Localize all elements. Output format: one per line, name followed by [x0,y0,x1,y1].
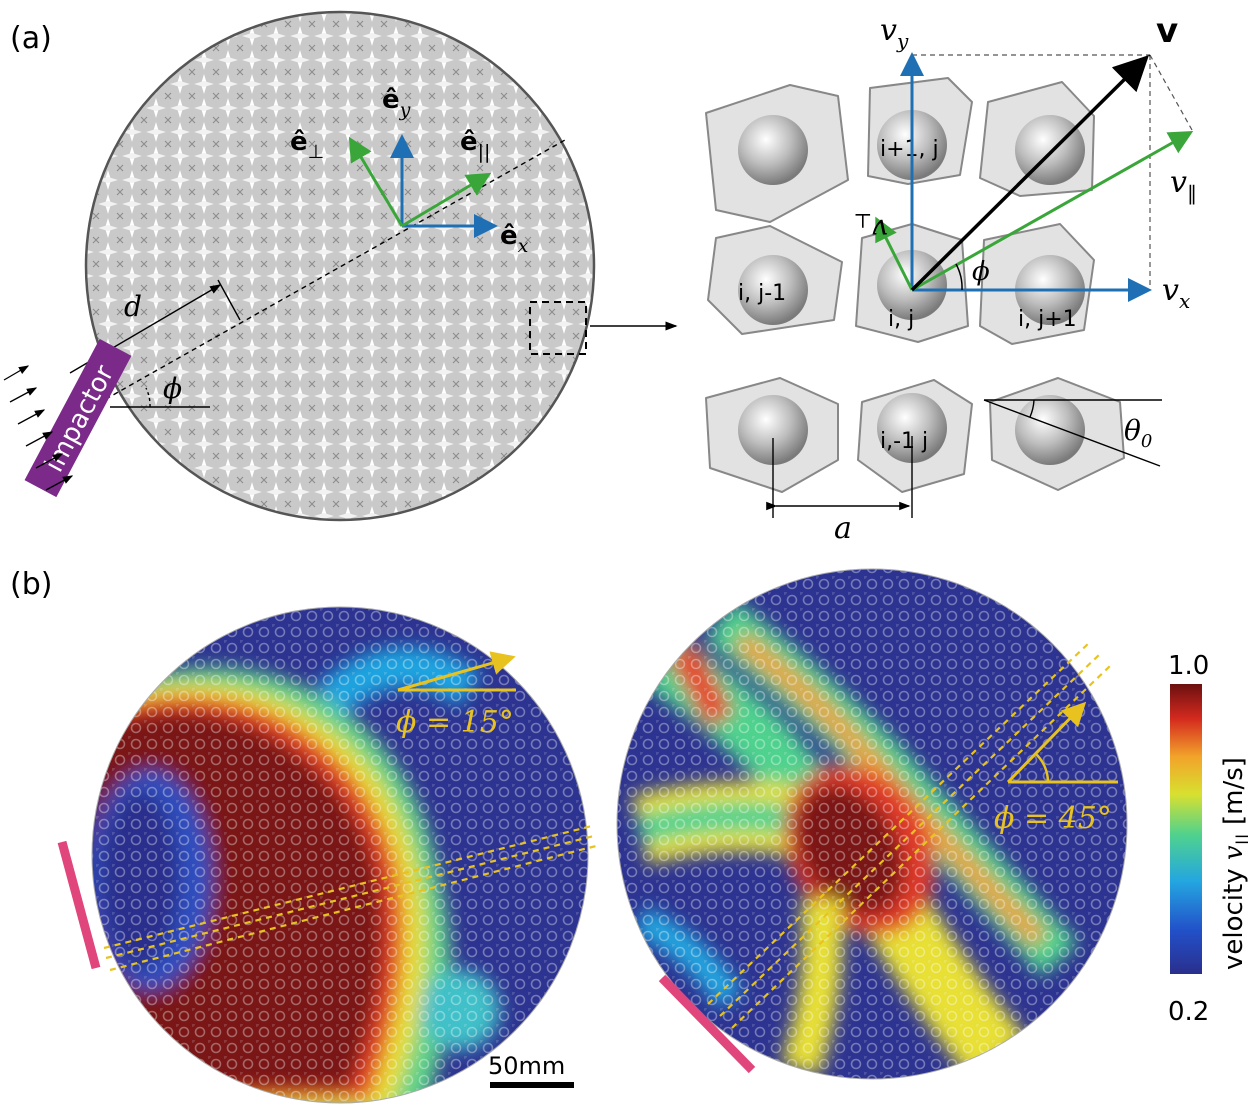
band-left [103,824,597,972]
spacing-label: a [834,511,852,546]
colorbar [1170,684,1202,974]
angle-arc-right [1035,753,1050,783]
eperp-label: ê⊥ [290,127,324,163]
cell-label-right: i, j+1 [1018,307,1077,332]
theta-label: θ0 [1124,414,1152,452]
v-label: v [1156,11,1178,51]
vperp-arrow [875,216,914,291]
eperp-arrow [348,136,404,227]
panel-a-label: (a) [10,21,52,56]
heatmap-right [617,569,1127,1079]
scale-bar [490,1082,574,1088]
cell-label-left: i, j-1 [738,281,786,306]
zoom-box [529,301,587,355]
heatmap-left-outline [91,606,589,1104]
angle-label-left: ϕ = 15° [396,705,514,740]
cell-label-top: i+1, j [880,137,939,162]
heatmap-right-outline [616,568,1128,1080]
vpar-label: v‖ [1170,165,1197,206]
colorbar-title: velocity v|| [m/s] [1219,757,1248,970]
epar-arrow [401,172,492,228]
cell-label-center: i, j [888,307,914,332]
lattice-disk [84,10,596,522]
distance-label: d [124,290,142,323]
scale-bar-label: 50mm [488,1052,565,1080]
unit-vectors [348,134,498,238]
impact-arrows [3,365,74,491]
impactor: impactor [24,338,132,498]
ey-label: êy [382,85,411,121]
direction-arrow-right [1006,701,1087,784]
heatmap-left [92,607,588,1103]
angle-label-right: ϕ = 45° [994,801,1112,836]
distance-tick [217,279,241,321]
ex-label: êx [500,221,529,257]
theta-slope-line [983,399,1161,467]
phi-arc-cell [955,263,963,291]
vperp-label: v⊥ [853,209,888,246]
vx-label: vx [1162,273,1190,313]
impactor-right [658,974,756,1074]
colorbar-max: 1.0 [1168,651,1209,681]
panel-b-label: (b) [10,567,52,602]
phi-arc [145,387,151,408]
cell-label-bottom: i,-1 j [880,429,928,454]
vy-label: vy [880,13,909,53]
phi-label-a: ϕ [163,372,182,405]
direction-arrow-left [397,651,516,692]
vpar-arrow [911,131,1194,292]
impactor-left [57,840,101,970]
colorbar-min: 0.2 [1168,997,1209,1027]
phi-label-cell: ϕ [972,257,990,287]
vpar-projection [1149,54,1193,131]
theta-arc [1029,399,1035,418]
v-arrow [910,55,1149,292]
epar-label: ê|| [460,127,490,163]
